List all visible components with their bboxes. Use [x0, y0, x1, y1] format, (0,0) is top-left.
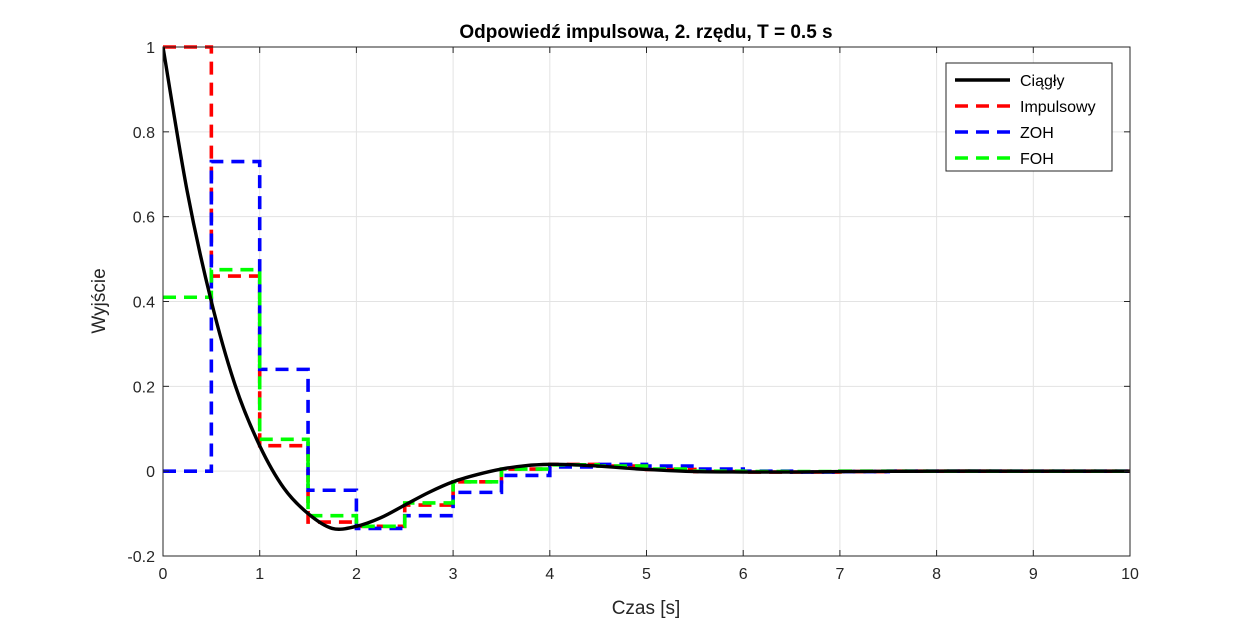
x-tick-label: 1 — [255, 566, 264, 583]
x-tick-label: 5 — [642, 566, 651, 583]
x-tick-label: 4 — [545, 566, 554, 583]
series-line-ci-g-y — [163, 46, 1130, 531]
x-tick-label: 7 — [835, 566, 844, 583]
x-tick-label: 6 — [739, 566, 748, 583]
legend-label: Impulsowy — [1020, 99, 1096, 116]
x-axis-label: Czas [s] — [612, 598, 681, 619]
legend-label: Ciągły — [1020, 73, 1064, 90]
y-tick-label: 0.2 — [133, 379, 155, 396]
x-tick-label: 0 — [159, 566, 168, 583]
x-tick-label: 3 — [449, 566, 458, 583]
y-tick-label: 0.8 — [133, 125, 155, 142]
y-axis-label: Wyjście — [89, 268, 110, 333]
legend-label: ZOH — [1020, 125, 1054, 142]
y-tick-label: 0.6 — [133, 210, 155, 227]
chart-title: Odpowiedź impulsowa, 2. rzędu, T = 0.5 s — [459, 22, 832, 43]
legend-label: FOH — [1020, 151, 1054, 168]
x-tick-label: 10 — [1121, 566, 1139, 583]
x-tick-label: 2 — [352, 566, 361, 583]
axis-ticks: 0 1 2 3 4 5 6 7 8 9 10-0.200.20.40.60.81 — [127, 40, 1139, 583]
legend: Ciągły Impulsowy ZOH FOH — [945, 62, 1113, 172]
y-tick-label: 0.4 — [133, 295, 155, 312]
x-tick-label: 9 — [1029, 566, 1038, 583]
y-tick-label: -0.2 — [127, 549, 155, 566]
y-tick-label: 0 — [146, 464, 155, 481]
series-layer — [163, 45, 1130, 531]
x-tick-label: 8 — [932, 566, 941, 583]
y-tick-label: 1 — [146, 40, 155, 57]
